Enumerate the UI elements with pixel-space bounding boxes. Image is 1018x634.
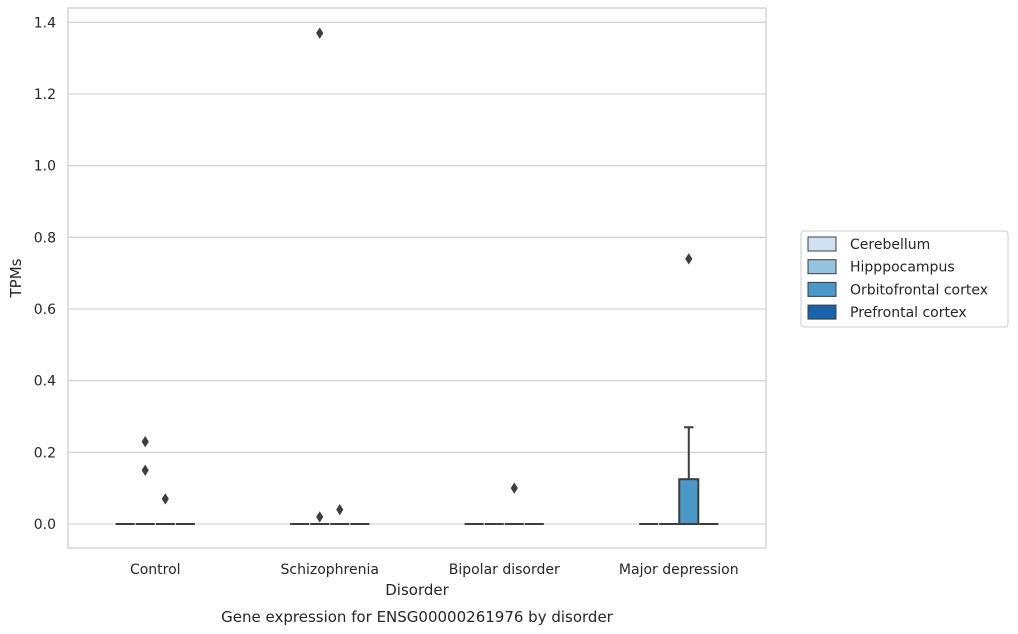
outlier-point (141, 435, 149, 448)
x-axis-label: Disorder (385, 581, 449, 599)
outlier-point (316, 511, 324, 523)
boxes (115, 426, 719, 525)
outliers (141, 27, 693, 523)
legend-label: Cerebellum (850, 237, 930, 253)
legend-frame (800, 230, 1009, 328)
x-tick-label: Bipolar disorder (449, 562, 560, 578)
grid-lines (68, 21, 766, 525)
y-tick-label: 0.2 (34, 445, 56, 461)
chart-title: Gene expression for ENSG00000261976 by d… (221, 608, 614, 626)
y-tick-labels: 0.0 0.2 0.4 0.6 0.8 1.0 1.2 1.4 (34, 15, 56, 533)
legend-label: Prefrontal cortex (850, 305, 967, 321)
y-tick-label: 0.0 (34, 517, 56, 533)
outlier-point (141, 464, 149, 476)
x-tick-label: Major depression (619, 562, 739, 578)
legend: Cerebellum Hipppocampus Orbitofrontal cort… (800, 230, 1009, 328)
x-tick-label: Schizophrenia (281, 562, 379, 578)
y-tick-label: 1.2 (34, 87, 56, 103)
outlier-point (685, 253, 693, 265)
legend-label: Orbitofrontal cortex (850, 282, 988, 298)
box-body (678, 478, 700, 525)
legend-swatch (807, 259, 837, 275)
legend-label: Hipppocampus (850, 260, 955, 276)
outlier-point (510, 482, 518, 494)
y-tick-label: 1.0 (34, 159, 56, 175)
y-tick-label: 0.8 (34, 230, 56, 246)
outlier-point (316, 27, 324, 39)
plot-area (67, 7, 767, 549)
y-tick-label: 1.4 (34, 15, 56, 31)
outlier-point (336, 504, 344, 516)
y-tick-label: 0.6 (34, 302, 56, 318)
y-axis-label: TPMs (7, 258, 25, 298)
legend-swatch (807, 236, 837, 252)
outlier-point (161, 493, 169, 505)
x-tick-labels: Control Schizophrenia Bipolar disorder Majo… (130, 562, 739, 578)
legend-swatch (807, 281, 837, 297)
y-tick-label: 0.4 (34, 374, 56, 390)
legend-swatch (807, 304, 837, 320)
x-tick-label: Control (130, 562, 181, 578)
box-major-depression-orbitofrontal-cortex (678, 426, 700, 525)
